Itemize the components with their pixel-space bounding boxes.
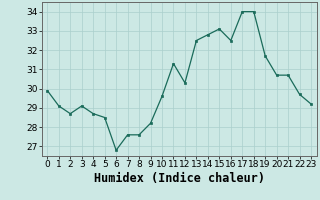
X-axis label: Humidex (Indice chaleur): Humidex (Indice chaleur) <box>94 172 265 185</box>
